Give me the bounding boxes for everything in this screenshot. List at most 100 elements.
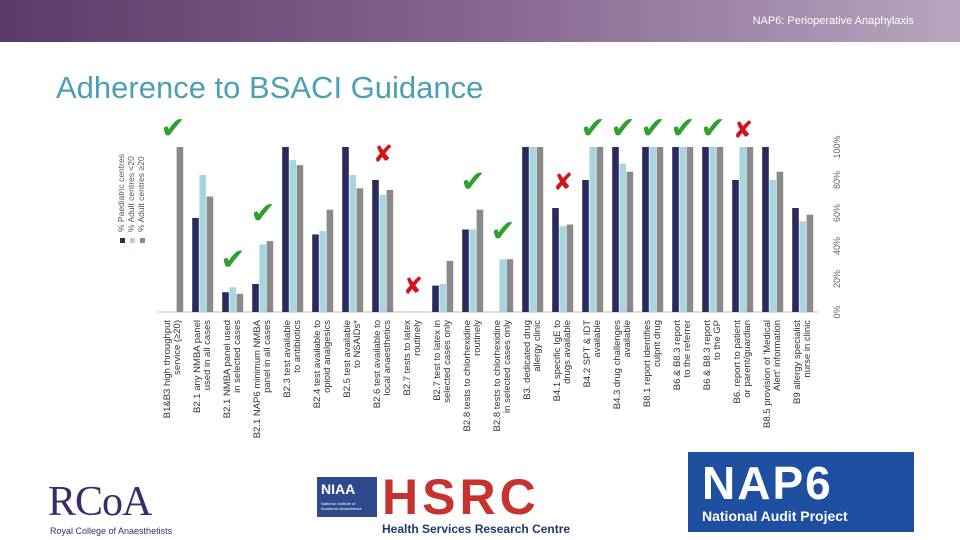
hsrc-logo: HSRC Health Services Research Centre bbox=[382, 472, 570, 536]
bar bbox=[192, 217, 199, 312]
x-tick-label: B4.1 specific IgE todrugs available bbox=[552, 320, 573, 401]
bar bbox=[379, 194, 386, 312]
check-mark-icon: ✔ bbox=[580, 111, 605, 146]
bar bbox=[762, 147, 769, 312]
legend-label: % Paediatric centres bbox=[116, 154, 126, 232]
y-tick-label: 20% bbox=[832, 270, 842, 288]
cross-mark-icon: ✘ bbox=[373, 140, 393, 168]
check-mark-icon: ✔ bbox=[640, 111, 665, 146]
check-mark-icon: ✔ bbox=[250, 196, 275, 231]
x-tick-label: B2.3 test availableto antibiotics bbox=[282, 320, 303, 398]
bar bbox=[282, 147, 289, 312]
x-tick-label: B9 allergy specialistnurse in clinic bbox=[792, 320, 813, 404]
bar bbox=[266, 241, 274, 312]
bar bbox=[589, 147, 596, 312]
bar bbox=[799, 221, 806, 312]
bar bbox=[319, 231, 326, 312]
bar bbox=[566, 224, 574, 312]
bar bbox=[199, 175, 206, 312]
check-mark-icon: ✔ bbox=[610, 111, 635, 146]
bar bbox=[776, 171, 784, 312]
x-tick-label: B8.1 report identifiesculprit drug bbox=[642, 320, 663, 407]
x-tick-label: B2.8 tests to chlorhexidineroutinely bbox=[462, 320, 483, 432]
bar bbox=[806, 214, 814, 312]
bar bbox=[222, 292, 229, 312]
x-tick-label: B3. dedicated drugallergy clinic bbox=[522, 320, 543, 400]
bar bbox=[649, 147, 656, 312]
bar bbox=[746, 147, 754, 312]
bar bbox=[296, 165, 304, 312]
bar bbox=[432, 285, 439, 312]
header-bar: NAP6: Perioperative Anaphylaxis bbox=[0, 0, 960, 42]
x-tick-label: B2.1 NAP6 minimum NMBApanel in all cases bbox=[252, 319, 273, 438]
bar bbox=[206, 196, 214, 312]
legend-swatch bbox=[120, 238, 125, 243]
bar bbox=[559, 226, 566, 312]
bar bbox=[619, 163, 626, 312]
x-tick-label: B8.5 provision of 'MedicalAlert' informa… bbox=[762, 320, 783, 428]
x-tick-label: B2.7 test to latex inselected cases only bbox=[432, 320, 453, 403]
bar bbox=[176, 147, 184, 312]
x-tick-label: B2.8 tests to chlorhexidinein selected c… bbox=[492, 320, 513, 432]
legend-swatch bbox=[130, 238, 135, 243]
bar bbox=[252, 283, 259, 312]
check-mark-icon: ✔ bbox=[670, 111, 695, 146]
bar bbox=[326, 209, 334, 312]
x-tick-label: B6 & B8.3 reportto the referrer bbox=[672, 320, 693, 391]
bar bbox=[476, 209, 484, 312]
niaa-logo-subtitle: National Institute of Academic Anaesthes… bbox=[321, 501, 362, 511]
bar bbox=[439, 283, 446, 312]
bar bbox=[372, 180, 379, 312]
nap6-logo: NAP6 National Audit Project bbox=[688, 452, 914, 532]
bar bbox=[679, 147, 686, 312]
bar bbox=[236, 293, 244, 312]
legend-label: % Adult centres <20 bbox=[126, 156, 136, 232]
check-mark-icon: ✔ bbox=[700, 111, 725, 146]
x-tick-label: B2.6 test available tolocal anaesthetics bbox=[372, 320, 393, 408]
x-tick-label: B2.7 tests to latexroutinely bbox=[402, 320, 423, 396]
nap6-logo-letters: NAP6 bbox=[702, 457, 833, 509]
bar bbox=[709, 147, 716, 312]
bar bbox=[342, 147, 349, 312]
bar bbox=[686, 147, 694, 312]
legend-label: % Adult centres ≥20 bbox=[136, 156, 146, 232]
x-tick-label: B6. report to patientor parent/guardian bbox=[732, 320, 753, 404]
x-tick-label: B2.4 test available toopioid analgesics bbox=[312, 320, 333, 408]
bar bbox=[702, 147, 709, 312]
bar bbox=[716, 147, 724, 312]
bar bbox=[312, 234, 319, 312]
hsrc-logo-subtitle: Health Services Research Centre bbox=[382, 522, 571, 536]
bar bbox=[529, 147, 536, 312]
bar bbox=[672, 147, 679, 312]
check-mark-icon: ✔ bbox=[220, 242, 245, 277]
y-tick-label: 80% bbox=[832, 171, 842, 189]
cross-mark-icon: ✘ bbox=[733, 116, 753, 144]
legend-swatch bbox=[140, 238, 145, 243]
check-mark-icon: ✔ bbox=[160, 111, 185, 146]
y-tick-label: 100% bbox=[832, 135, 842, 158]
bar bbox=[446, 260, 454, 312]
bar bbox=[656, 147, 664, 312]
bar bbox=[462, 229, 469, 312]
bar bbox=[769, 180, 776, 312]
bar bbox=[499, 259, 506, 312]
x-tick-label: B4.2 SPT & IDTavailable bbox=[582, 320, 603, 388]
y-tick-label: 60% bbox=[832, 204, 842, 222]
bar bbox=[506, 259, 514, 312]
y-tick-label: 40% bbox=[832, 237, 842, 255]
x-tick-label: B2.5 test availableto NSAIDs* bbox=[342, 320, 363, 398]
niaa-logo-letters: NIAA bbox=[321, 481, 356, 497]
header-title: NAP6: Perioperative Anaphylaxis bbox=[752, 15, 914, 27]
bar bbox=[386, 189, 394, 312]
bar bbox=[596, 147, 604, 312]
bar bbox=[536, 147, 544, 312]
bar bbox=[642, 147, 649, 312]
check-mark-icon: ✔ bbox=[460, 165, 485, 200]
cross-mark-icon: ✘ bbox=[553, 168, 573, 196]
bar bbox=[739, 147, 746, 312]
bar bbox=[469, 229, 476, 312]
rcoa-logo: RCoA Royal College of Anaesthetists bbox=[48, 478, 208, 538]
x-tick-label: B2.1 any NMBA panelused in all cases bbox=[192, 320, 213, 413]
x-tick-label: B6 & B8.3 reportto the GP bbox=[702, 320, 723, 391]
